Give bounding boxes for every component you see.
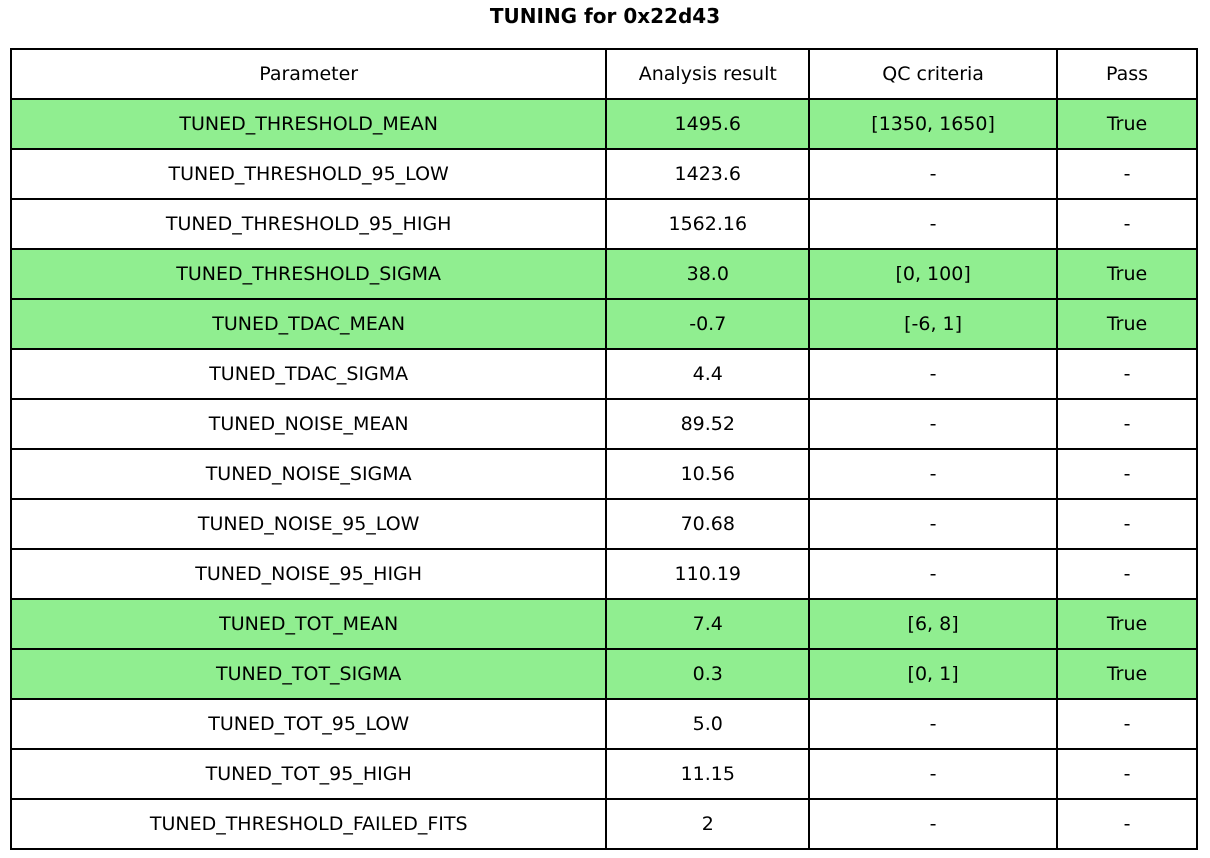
param-cell: TUNED_TOT_95_LOW bbox=[9, 698, 608, 750]
table-row: TUNED_TDAC_MEAN -0.7 [-6, 1] True bbox=[9, 298, 1198, 350]
result-cell: 1495.6 bbox=[605, 98, 811, 150]
tuning-results-table: Parameter Analysis result QC criteria Pa… bbox=[9, 48, 1198, 850]
criteria-cell: - bbox=[808, 348, 1059, 400]
result-cell: 38.0 bbox=[605, 248, 811, 300]
criteria-cell: - bbox=[808, 748, 1059, 800]
param-cell: TUNED_THRESHOLD_MEAN bbox=[9, 98, 608, 150]
table-row: TUNED_NOISE_SIGMA 10.56- - bbox=[9, 448, 1198, 500]
result-cell: 1562.16 bbox=[605, 198, 811, 250]
pass-cell: - bbox=[1056, 148, 1198, 200]
param-cell: TUNED_THRESHOLD_95_HIGH bbox=[9, 198, 608, 250]
criteria-cell: - bbox=[808, 548, 1059, 600]
criteria-cell: [0, 100] bbox=[808, 248, 1059, 300]
criteria-cell: - bbox=[808, 398, 1059, 450]
result-cell: 11.15 bbox=[605, 748, 811, 800]
pass-cell: - bbox=[1056, 748, 1198, 800]
table-row: TUNED_THRESHOLD_SIGMA 38.0 [0, 100] True bbox=[9, 248, 1198, 300]
pass-cell: True bbox=[1056, 98, 1198, 150]
param-cell: TUNED_TDAC_MEAN bbox=[9, 298, 608, 350]
table-row: TUNED_NOISE_95_LOW 70.68- - bbox=[9, 498, 1198, 550]
pass-cell: True bbox=[1056, 298, 1198, 350]
pass-cell: - bbox=[1056, 548, 1198, 600]
table-row: TUNED_THRESHOLD_95_LOW 1423.6- - bbox=[9, 148, 1198, 200]
pass-cell: True bbox=[1056, 598, 1198, 650]
header-row: Parameter Analysis result QC criteria Pa… bbox=[9, 48, 1198, 100]
pass-cell: - bbox=[1056, 698, 1198, 750]
criteria-cell: [-6, 1] bbox=[808, 298, 1059, 350]
col-header-analysis-result: Analysis result bbox=[605, 48, 811, 100]
table-row: TUNED_NOISE_MEAN 89.52- - bbox=[9, 398, 1198, 450]
param-cell: TUNED_THRESHOLD_SIGMA bbox=[9, 248, 608, 300]
table-row: TUNED_TOT_95_LOW 5.0- - bbox=[9, 698, 1198, 750]
criteria-cell: - bbox=[808, 498, 1059, 550]
param-cell: TUNED_NOISE_95_LOW bbox=[9, 498, 608, 550]
result-cell: 0.3 bbox=[605, 648, 811, 700]
pass-cell: True bbox=[1056, 648, 1198, 700]
result-cell: 2 bbox=[605, 798, 811, 850]
criteria-cell: - bbox=[808, 448, 1059, 500]
param-cell: TUNED_THRESHOLD_FAILED_FITS bbox=[9, 798, 608, 850]
pass-cell: - bbox=[1056, 498, 1198, 550]
table-row: TUNED_TDAC_SIGMA 4.4- - bbox=[9, 348, 1198, 400]
col-header-pass: Pass bbox=[1056, 48, 1198, 100]
criteria-cell: - bbox=[808, 148, 1059, 200]
result-cell: 110.19 bbox=[605, 548, 811, 600]
param-cell: TUNED_NOISE_SIGMA bbox=[9, 448, 608, 500]
pass-cell: True bbox=[1056, 248, 1198, 300]
result-cell: 7.4 bbox=[605, 598, 811, 650]
table-row: TUNED_NOISE_95_HIGH 110.19- - bbox=[9, 548, 1198, 600]
col-header-qc-criteria: QC criteria bbox=[808, 48, 1059, 100]
pass-cell: - bbox=[1056, 798, 1198, 850]
criteria-cell: - bbox=[808, 698, 1059, 750]
pass-cell: - bbox=[1056, 348, 1198, 400]
criteria-cell: [0, 1] bbox=[808, 648, 1059, 700]
pass-cell: - bbox=[1056, 398, 1198, 450]
param-cell: TUNED_TOT_SIGMA bbox=[9, 648, 608, 700]
param-cell: TUNED_TOT_MEAN bbox=[9, 598, 608, 650]
result-cell: 89.52 bbox=[605, 398, 811, 450]
table-row: TUNED_THRESHOLD_95_HIGH 1562.16- - bbox=[9, 198, 1198, 250]
criteria-cell: - bbox=[808, 198, 1059, 250]
col-header-parameter: Parameter bbox=[9, 48, 608, 100]
result-cell: 70.68 bbox=[605, 498, 811, 550]
table-row: TUNED_TOT_95_HIGH 11.15- - bbox=[9, 748, 1198, 800]
result-cell: 1423.6 bbox=[605, 148, 811, 200]
param-cell: TUNED_TDAC_SIGMA bbox=[9, 348, 608, 400]
result-cell: 5.0 bbox=[605, 698, 811, 750]
result-cell: 10.56 bbox=[605, 448, 811, 500]
criteria-cell: [6, 8] bbox=[808, 598, 1059, 650]
page-title: TUNING for 0x22d43 bbox=[489, 4, 721, 28]
param-cell: TUNED_NOISE_95_HIGH bbox=[9, 548, 608, 600]
param-cell: TUNED_TOT_95_HIGH bbox=[9, 748, 608, 800]
param-cell: TUNED_THRESHOLD_95_LOW bbox=[9, 148, 608, 200]
table-row: TUNED_TOT_SIGMA 0.3 [0, 1] True bbox=[9, 648, 1198, 700]
table-row: TUNED_THRESHOLD_MEAN 1495.6 [1350, 1650] Tr… bbox=[9, 98, 1198, 150]
pass-cell: - bbox=[1056, 448, 1198, 500]
param-cell: TUNED_NOISE_MEAN bbox=[9, 398, 608, 450]
result-cell: 4.4 bbox=[605, 348, 811, 400]
table-row: TUNED_THRESHOLD_FAILED_FITS 2- - bbox=[9, 798, 1198, 850]
result-cell: -0.7 bbox=[605, 298, 811, 350]
table-row: TUNED_TOT_MEAN 7.4 [6, 8] True bbox=[9, 598, 1198, 650]
pass-cell: - bbox=[1056, 198, 1198, 250]
criteria-cell: [1350, 1650] bbox=[808, 98, 1059, 150]
criteria-cell: - bbox=[808, 798, 1059, 850]
